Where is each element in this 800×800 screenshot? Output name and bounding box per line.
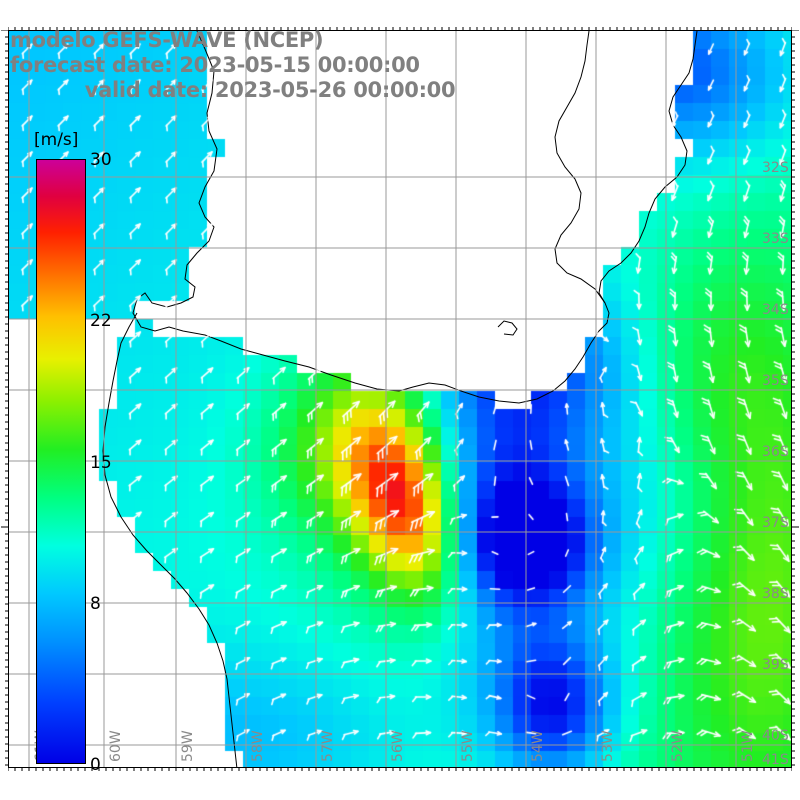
lon-tick-58W: 58W xyxy=(250,730,266,762)
lat-tick-41S: 41S xyxy=(762,752,789,768)
lat-tick-33S: 33S xyxy=(762,231,789,247)
right-tick-ruler xyxy=(791,30,799,766)
lat-tick-35S: 35S xyxy=(762,373,789,389)
forecast-date-line: forecast date: 2023-05-15 00:00:00 xyxy=(10,53,420,77)
model-name-line: modelo GEFS-WAVE (NCEP) xyxy=(10,28,324,52)
valid-date-line: valid date: 2023-05-26 00:00:00 xyxy=(84,78,456,102)
lon-tick-55W: 55W xyxy=(460,730,476,762)
lat-tick-34S: 34S xyxy=(762,302,789,318)
lat-tick-37S: 37S xyxy=(762,515,789,531)
colorbar-tick-30: 30 xyxy=(90,150,112,170)
colorbar-units-label: [m/s] xyxy=(34,130,79,150)
colorbar-tick-22: 22 xyxy=(90,311,112,332)
lon-tick-53W: 53W xyxy=(600,730,616,762)
map-plot-area[interactable] xyxy=(8,30,792,768)
left-tick-ruler xyxy=(1,30,9,766)
colorbar-tick-labels: 30 22 15 8 0 xyxy=(90,150,150,775)
colorbar-gradient xyxy=(36,159,86,764)
lat-lon-gridlines xyxy=(9,31,791,767)
lon-tick-57W: 57W xyxy=(320,730,336,762)
colorbar-tick-0: 0 xyxy=(90,755,101,775)
lat-tick-32S: 32S xyxy=(762,160,789,176)
bottom-tick-ruler xyxy=(8,767,792,771)
chart-title-block: modelo GEFS-WAVE (NCEP) forecast date: 2… xyxy=(10,28,530,103)
lon-tick-54W: 54W xyxy=(530,730,546,762)
lat-tick-40S: 40S xyxy=(762,728,789,744)
top-tick-ruler xyxy=(8,27,792,31)
lat-tick-36S: 36S xyxy=(762,444,789,460)
wind-barb-overlay xyxy=(9,31,791,767)
lon-tick-52W: 52W xyxy=(670,730,686,762)
colorbar-tick-8: 8 xyxy=(90,593,101,614)
lon-tick-59W: 59W xyxy=(180,730,196,762)
lon-tick-56W: 56W xyxy=(390,730,406,762)
lat-tick-38S: 38S xyxy=(762,586,789,602)
lon-tick-51W: 51W xyxy=(740,730,756,762)
lat-tick-39S: 39S xyxy=(762,657,789,673)
colorbar-tick-15: 15 xyxy=(90,452,112,473)
